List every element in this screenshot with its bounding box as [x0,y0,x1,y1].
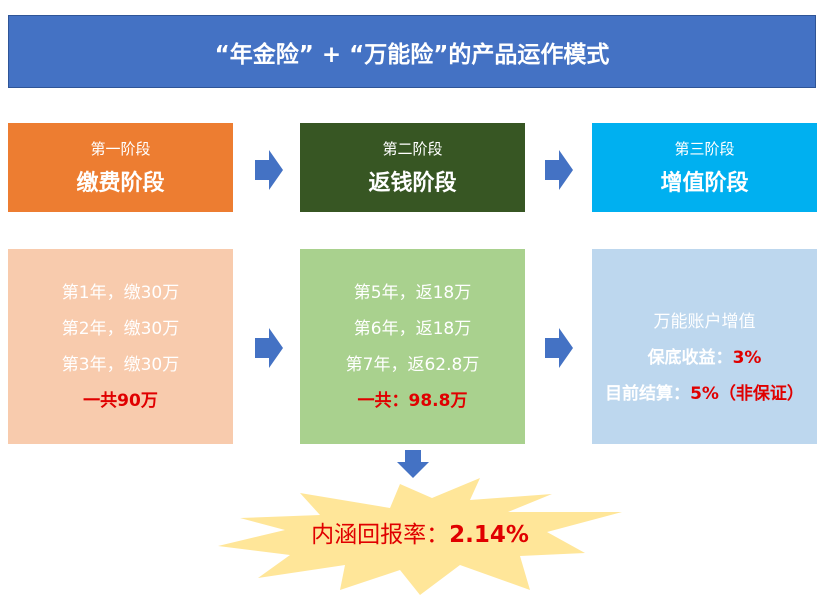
arrow-right-icon [545,328,573,368]
detail-line: 第5年，返18万 [353,282,472,303]
detail-line: 万能账户增值 [653,311,756,332]
detail-line: 第7年，返62.8万 [345,354,480,375]
guaranteed-value: 3% [732,347,762,368]
arrow-right-icon [545,150,573,190]
detail-line: 第2年，缴30万 [61,318,180,339]
stage-pay: 第一阶段 缴费阶段 [8,123,233,212]
stage-return: 第二阶段 返钱阶段 [300,123,525,212]
page-title: “年金险” + “万能险”的产品运作模式 [8,15,816,88]
current-label: 目前结算： [605,383,691,404]
detail-pay: 第1年，缴30万 第2年，缴30万 第3年，缴30万 一共90万 [8,249,233,444]
detail-line: 第3年，缴30万 [61,354,180,375]
irr-value: 2.14% [449,522,529,548]
arrow-down-icon [397,450,429,478]
stage-main: 返钱阶段 [368,171,457,196]
detail-return: 第5年，返18万 第6年，返18万 第7年，返62.8万 一共：98.8万 [300,249,525,444]
stage-main: 缴费阶段 [76,171,165,196]
detail-line: 第1年，缴30万 [61,282,180,303]
irr-label: 内涵回报率： [311,522,450,548]
current-value: 5%（非保证） [690,383,804,404]
detail-growth: 万能账户增值 保底收益：3% 目前结算：5%（非保证） [592,249,817,444]
stage-sub: 第三阶段 [674,140,735,158]
detail-total: 一共90万 [83,390,158,411]
guaranteed-label: 保底收益： [647,347,733,368]
detail-total: 一共：98.8万 [357,390,468,411]
arrow-right-icon [255,328,283,368]
stage-main: 增值阶段 [660,171,749,196]
stage-sub: 第一阶段 [90,140,151,158]
stage-sub: 第二阶段 [382,140,443,158]
detail-line: 第6年，返18万 [353,318,472,339]
irr-callout: 内涵回报率：2.14% [215,515,625,549]
stage-growth: 第三阶段 增值阶段 [592,123,817,212]
arrow-right-icon [255,150,283,190]
